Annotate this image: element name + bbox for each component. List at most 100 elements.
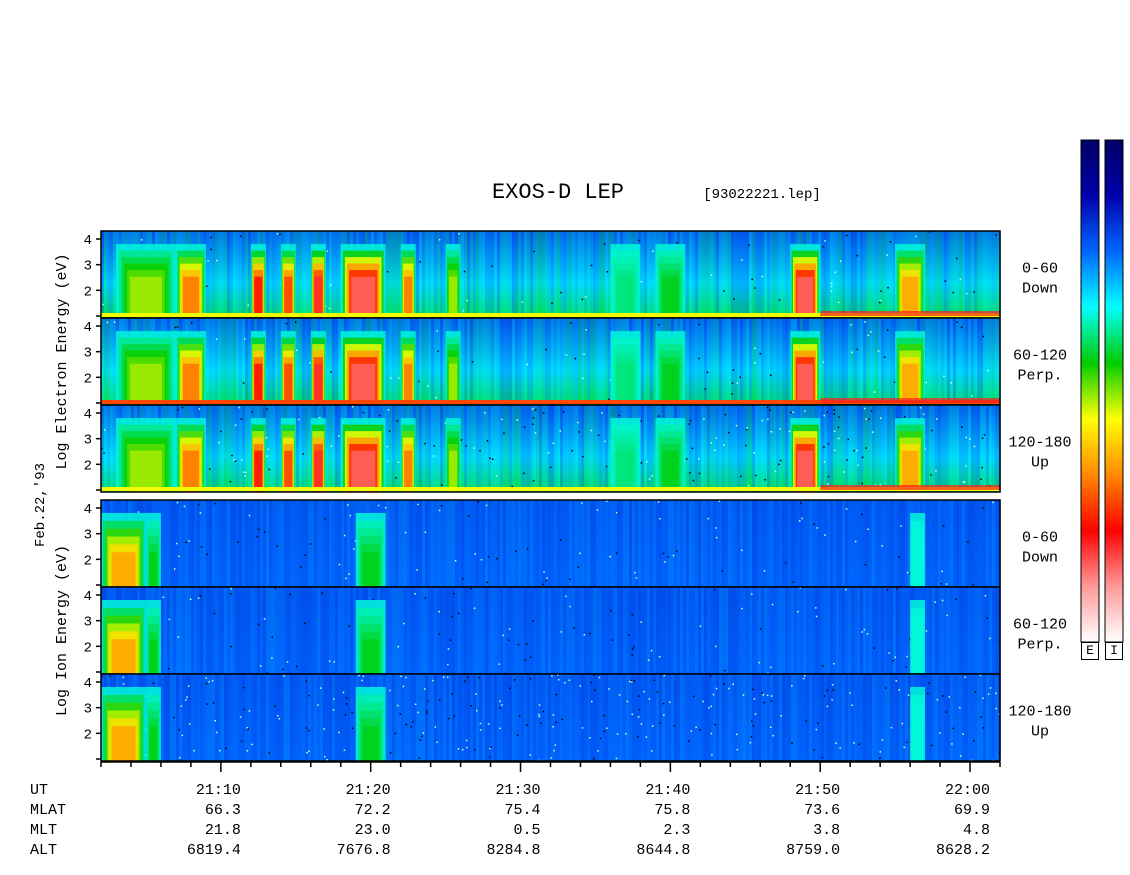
pitch-angle-label: 60-120	[1013, 617, 1067, 634]
y-tick-label: 4	[84, 320, 92, 336]
y-axis-label-ion: Log Ion Energy (eV)	[54, 545, 71, 716]
event-mark	[351, 276, 376, 318]
event-mark	[182, 276, 199, 318]
event-mark	[617, 276, 634, 318]
event-mark	[449, 363, 458, 405]
event-mark	[130, 450, 162, 492]
orbit-row-value: 22:00	[945, 782, 990, 799]
event-mark	[797, 363, 814, 405]
y-axis-label-electron: Log Electron Energy (eV)	[54, 253, 71, 469]
y-tick-label: 2	[84, 284, 92, 300]
orbit-row-value: 75.8	[654, 802, 690, 819]
event-mark	[617, 450, 634, 492]
panel-ion-down: 4 3 2 0-60 Down	[84, 499, 1058, 589]
event-mark	[254, 450, 263, 492]
orbit-row-value: 23.0	[355, 822, 391, 839]
y-tick-label: 2	[84, 553, 92, 569]
panel-electron-down: 4 3 2 0-60 Down	[84, 230, 1058, 319]
orbit-row-value: 72.2	[355, 802, 391, 819]
date-label: Feb.22,'93	[33, 463, 49, 547]
y-tick-label: 4	[84, 407, 92, 423]
pitch-angle-label: 0-60	[1022, 261, 1058, 278]
direction-label: Perp.	[1017, 637, 1062, 654]
event-mark	[902, 363, 919, 405]
event-mark	[662, 450, 679, 492]
orbit-row-label: MLT	[30, 822, 57, 839]
event-mark	[254, 276, 263, 318]
spectrogram-panels: 4 3 2 0-60 Down 4 3 2 60-120 Perp. 4 3 2 120-180 Up 4 3 2…	[54, 230, 1072, 763]
event-mark	[913, 726, 922, 761]
panel-electron-perp: 4 3 2 60-120 Perp.	[84, 317, 1067, 406]
event-mark	[351, 450, 376, 492]
colorbar-ion	[1104, 139, 1124, 643]
y-tick-label: 2	[84, 727, 92, 743]
file-label: [93022221.lep]	[703, 187, 821, 203]
y-tick-label: 4	[84, 676, 92, 692]
pitch-angle-label: 60-120	[1013, 348, 1067, 365]
orbit-row-label: UT	[30, 782, 48, 799]
orbit-row-value: 21:40	[645, 782, 690, 799]
y-tick-label: 3	[84, 528, 92, 544]
event-mark	[362, 552, 379, 587]
orbit-row-value: 73.6	[804, 802, 840, 819]
event-mark	[254, 363, 263, 405]
panel-ion-perp: 4 3 2 60-120 Perp.	[84, 586, 1067, 676]
event-mark	[404, 450, 413, 492]
direction-label: Up	[1031, 724, 1049, 741]
orbit-row-value: 0.5	[514, 822, 541, 839]
colorbar-electron-label: E	[1081, 642, 1099, 660]
orbit-row-value: 66.3	[205, 802, 241, 819]
direction-label: Down	[1022, 281, 1058, 298]
orbit-row-value: 3.8	[813, 822, 840, 839]
y-tick-label: 3	[84, 433, 92, 449]
event-mark	[362, 639, 379, 674]
orbit-row-value: 21:20	[346, 782, 391, 799]
pitch-angle-label: 120-180	[1008, 435, 1071, 452]
event-mark	[902, 450, 919, 492]
colorbar-electron	[1080, 139, 1100, 643]
orbit-row-value: 7676.8	[337, 842, 391, 859]
event-mark	[284, 450, 293, 492]
event-mark	[111, 639, 136, 674]
event-mark	[314, 276, 323, 318]
orbit-row-value: 75.4	[505, 802, 541, 819]
event-mark	[130, 363, 162, 405]
event-mark	[404, 276, 413, 318]
chart-title: EXOS-D LEP	[492, 180, 624, 205]
pitch-angle-label: 120-180	[1008, 704, 1071, 721]
orbit-row-value: 8644.8	[636, 842, 690, 859]
event-mark	[284, 276, 293, 318]
event-mark	[111, 726, 136, 761]
orbit-row-value: 8284.8	[487, 842, 541, 859]
y-tick-label: 3	[84, 615, 92, 631]
event-mark	[149, 726, 158, 761]
event-mark	[797, 276, 814, 318]
event-mark	[111, 552, 136, 587]
event-mark	[662, 363, 679, 405]
event-mark	[404, 363, 413, 405]
event-mark	[662, 276, 679, 318]
event-mark	[351, 363, 376, 405]
y-tick-label: 2	[84, 640, 92, 656]
orbit-row-value: 8759.0	[786, 842, 840, 859]
orbit-row-value: 2.3	[663, 822, 690, 839]
orbit-row-value: 4.8	[963, 822, 990, 839]
y-tick-label: 4	[84, 589, 92, 605]
event-mark	[314, 363, 323, 405]
y-tick-label: 3	[84, 346, 92, 362]
y-tick-label: 4	[84, 233, 92, 249]
y-tick-label: 4	[84, 502, 92, 518]
event-mark	[149, 639, 158, 674]
event-mark	[449, 450, 458, 492]
event-mark	[149, 552, 158, 587]
event-mark	[182, 450, 199, 492]
orbit-row-value: 21:30	[496, 782, 541, 799]
event-mark	[449, 276, 458, 318]
event-mark	[362, 726, 379, 761]
colorbar-ion-label: I	[1105, 642, 1123, 660]
panel-electron-up: 4 3 2 120-180 Up	[84, 404, 1072, 493]
y-tick-label: 3	[84, 702, 92, 718]
event-mark	[797, 450, 814, 492]
orbit-table: UT 21:10 21:20 21:30 21:40 21:50 22:00 MLAT 66.3…	[30, 782, 990, 859]
